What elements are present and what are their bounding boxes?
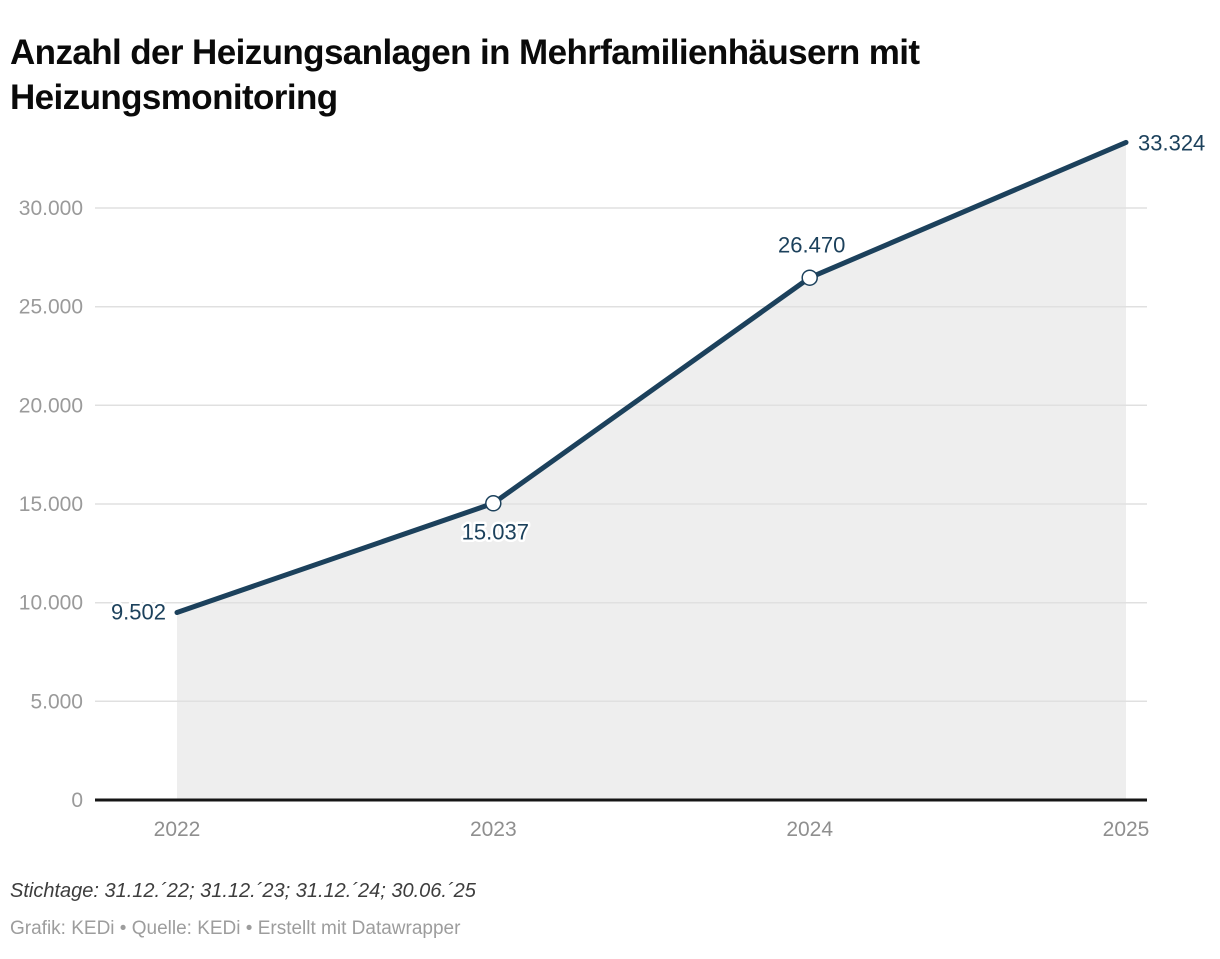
y-axis-tick-label: 30.000 bbox=[19, 197, 83, 220]
point-value-label: 33.324 bbox=[1138, 130, 1205, 155]
chart-title: Anzahl der Heizungsanlagen in Mehrfamili… bbox=[10, 33, 920, 117]
point-value-label: 9.502 bbox=[111, 600, 166, 625]
y-axis-tick-label: 15.000 bbox=[19, 493, 83, 516]
y-axis-tick-label: 5.000 bbox=[30, 690, 83, 713]
point-value-label: 26.470 bbox=[778, 233, 845, 258]
y-axis-tick-label: 0 bbox=[71, 789, 83, 812]
x-axis-tick-label: 2022 bbox=[154, 818, 201, 841]
x-axis-tick-label: 2025 bbox=[1103, 818, 1150, 841]
x-axis-tick-label: 2024 bbox=[786, 818, 833, 841]
x-axis-tick-label: 2023 bbox=[470, 818, 517, 841]
data-point-marker bbox=[485, 495, 502, 512]
chart-notes: Stichtage: 31.12.´22; 31.12.´23; 31.12.´… bbox=[10, 880, 476, 902]
chart-credits: Grafik: KEDi • Quelle: KEDi • Erstellt m… bbox=[10, 918, 461, 939]
y-axis-tick-label: 10.000 bbox=[19, 592, 83, 615]
data-line bbox=[174, 139, 1129, 615]
data-point-marker bbox=[801, 269, 818, 286]
y-axis-tick-label: 20.000 bbox=[19, 394, 83, 417]
point-value-label: 15.037 bbox=[462, 519, 529, 544]
y-axis-tick-label: 25.000 bbox=[19, 296, 83, 319]
